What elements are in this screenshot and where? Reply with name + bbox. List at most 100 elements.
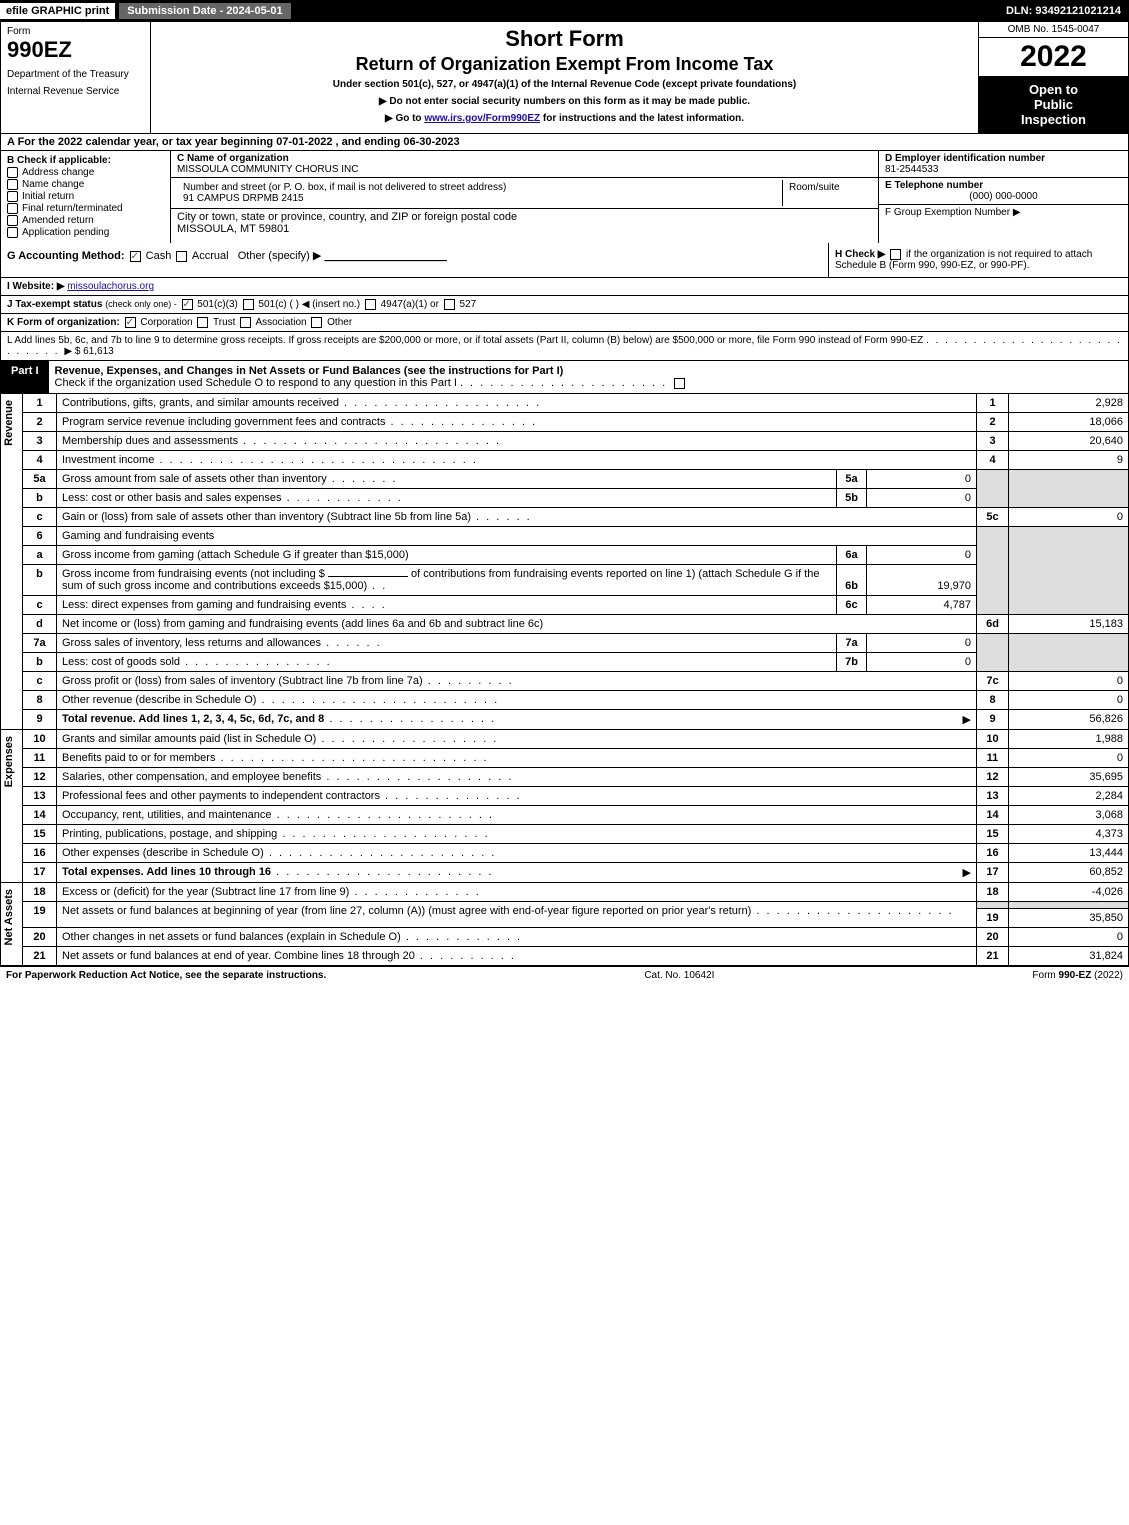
line-19: 19Net assets or fund balances at beginni…: [23, 902, 1129, 909]
line-7c: cGross profit or (loss) from sales of in…: [23, 672, 1129, 691]
check-4947[interactable]: [365, 299, 376, 310]
top-bar: efile GRAPHIC print Submission Date - 20…: [0, 0, 1129, 22]
efile-label[interactable]: efile GRAPHIC print: [0, 3, 115, 19]
org-name-row: C Name of organization MISSOULA COMMUNIT…: [171, 151, 878, 178]
check-trust[interactable]: [197, 317, 208, 328]
i-label: I Website: ▶: [7, 281, 65, 292]
line-6: 6Gaming and fundraising events: [23, 527, 1129, 546]
revenue-table: 1Contributions, gifts, grants, and simil…: [22, 394, 1129, 730]
header-left: Form 990EZ Department of the Treasury In…: [1, 22, 151, 133]
check-501c[interactable]: [243, 299, 254, 310]
line-6c: cLess: direct expenses from gaming and f…: [23, 596, 1129, 615]
line-17: 17Total expenses. Add lines 10 through 1…: [23, 863, 1129, 883]
part-1-header: Part I Revenue, Expenses, and Changes in…: [0, 361, 1129, 394]
check-h[interactable]: [890, 249, 901, 260]
line-14: 14Occupancy, rent, utilities, and mainte…: [23, 806, 1129, 825]
open-line-3: Inspection: [981, 112, 1126, 127]
k-label: K Form of organization:: [7, 317, 120, 328]
col-def: D Employer identification number 81-2544…: [878, 151, 1128, 243]
row-h: H Check ▶ if the organization is not req…: [828, 243, 1128, 277]
tax-year: 2022: [979, 38, 1128, 76]
header-mid: Short Form Return of Organization Exempt…: [151, 22, 978, 133]
line-16: 16Other expenses (describe in Schedule O…: [23, 844, 1129, 863]
expenses-section: Expenses 10Grants and similar amounts pa…: [0, 730, 1129, 883]
opt-association: Association: [255, 317, 306, 328]
group-row: F Group Exemption Number ▶: [879, 205, 1128, 220]
row-i: I Website: ▶ missoulachorus.org: [0, 278, 1129, 296]
check-501c3[interactable]: [182, 299, 193, 310]
revenue-section: Revenue 1Contributions, gifts, grants, a…: [0, 394, 1129, 730]
org-name: MISSOULA COMMUNITY CHORUS INC: [177, 164, 359, 175]
line-6a: aGross income from gaming (attach Schedu…: [23, 546, 1129, 565]
line-6d: dNet income or (loss) from gaming and fu…: [23, 615, 1129, 634]
check-cash[interactable]: [130, 251, 141, 262]
part-1-title: Revenue, Expenses, and Changes in Net As…: [49, 361, 1128, 393]
submission-date: Submission Date - 2024-05-01: [119, 3, 290, 19]
line-2: 2Program service revenue including gover…: [23, 413, 1129, 432]
opt-501c: 501(c) ( ) ◀ (insert no.): [258, 299, 360, 310]
j-note: (check only one) -: [105, 299, 177, 309]
omb-number: OMB No. 1545-0047: [979, 22, 1128, 38]
col-c: C Name of organization MISSOULA COMMUNIT…: [171, 151, 878, 243]
dept-line-2: Internal Revenue Service: [7, 86, 144, 97]
irs-link[interactable]: www.irs.gov/Form990EZ: [424, 113, 540, 124]
line-20: 20Other changes in net assets or fund ba…: [23, 928, 1129, 947]
block-bcdef: B Check if applicable: Address change Na…: [0, 151, 1129, 243]
part-1-check-text: Check if the organization used Schedule …: [55, 377, 457, 389]
line-9: 9Total revenue. Add lines 1, 2, 3, 4, 5c…: [23, 710, 1129, 730]
check-association[interactable]: [240, 317, 251, 328]
open-line-2: Public: [981, 97, 1126, 112]
city-label: City or town, state or province, country…: [177, 211, 517, 223]
line-13: 13Professional fees and other payments t…: [23, 787, 1129, 806]
check-application-pending[interactable]: Application pending: [7, 227, 164, 238]
street-label: Number and street (or P. O. box, if mail…: [183, 182, 506, 193]
check-other-org[interactable]: [311, 317, 322, 328]
line-5c: cGain or (loss) from sale of assets othe…: [23, 508, 1129, 527]
line-7a: 7aGross sales of inventory, less returns…: [23, 634, 1129, 653]
subtitle-3-post: for instructions and the latest informat…: [540, 113, 744, 124]
accrual-label: Accrual: [192, 250, 229, 262]
check-name-change[interactable]: Name change: [7, 179, 164, 190]
l-arrow: ▶ $: [64, 346, 80, 357]
subtitle-3: ▶ Go to www.irs.gov/Form990EZ for instru…: [157, 113, 972, 124]
phone-label: E Telephone number: [885, 180, 983, 191]
line-8: 8Other revenue (describe in Schedule O) …: [23, 691, 1129, 710]
city-row: City or town, state or province, country…: [171, 209, 878, 237]
footer-mid: Cat. No. 10642I: [326, 970, 1032, 981]
check-527[interactable]: [444, 299, 455, 310]
street-value: 91 CAMPUS DRPMB 2415: [183, 193, 304, 204]
check-address-change[interactable]: Address change: [7, 167, 164, 178]
org-name-label: C Name of organization: [177, 153, 289, 164]
phone-row: E Telephone number (000) 000-0000: [879, 178, 1128, 205]
check-schedule-o[interactable]: [674, 378, 685, 389]
check-amended-return[interactable]: Amended return: [7, 215, 164, 226]
footer-left: For Paperwork Reduction Act Notice, see …: [6, 970, 326, 981]
row-k: K Form of organization: Corporation Trus…: [0, 314, 1129, 332]
row-g: G Accounting Method: Cash Accrual Other …: [1, 243, 828, 277]
dln-label: DLN: 93492121021214: [998, 3, 1129, 19]
check-corporation[interactable]: [125, 317, 136, 328]
check-accrual[interactable]: [176, 251, 187, 262]
l-text: L Add lines 5b, 6c, and 7b to line 9 to …: [7, 335, 923, 346]
netassets-table: 18Excess or (deficit) for the year (Subt…: [22, 883, 1129, 966]
line-18: 18Excess or (deficit) for the year (Subt…: [23, 883, 1129, 902]
cash-label: Cash: [146, 250, 172, 262]
other-label: Other (specify) ▶: [238, 250, 322, 262]
opt-527: 527: [460, 299, 477, 310]
line-5a: 5aGross amount from sale of assets other…: [23, 470, 1129, 489]
row-j: J Tax-exempt status (check only one) - 5…: [0, 296, 1129, 314]
ein-row: D Employer identification number 81-2544…: [879, 151, 1128, 178]
expenses-table: 10Grants and similar amounts paid (list …: [22, 730, 1129, 883]
check-initial-return[interactable]: Initial return: [7, 191, 164, 202]
line-3: 3Membership dues and assessments . . . .…: [23, 432, 1129, 451]
line-4: 4Investment income . . . . . . . . . . .…: [23, 451, 1129, 470]
city-value: MISSOULA, MT 59801: [177, 223, 289, 235]
street-row: Number and street (or P. O. box, if mail…: [171, 178, 878, 209]
ein-label: D Employer identification number: [885, 153, 1045, 164]
part-1-tab: Part I: [1, 361, 49, 393]
website-link[interactable]: missoulachorus.org: [67, 281, 154, 292]
line-6b: bGross income from fundraising events (n…: [23, 565, 1129, 596]
row-a: A For the 2022 calendar year, or tax yea…: [0, 134, 1129, 151]
line-12: 12Salaries, other compensation, and empl…: [23, 768, 1129, 787]
check-final-return[interactable]: Final return/terminated: [7, 203, 164, 214]
